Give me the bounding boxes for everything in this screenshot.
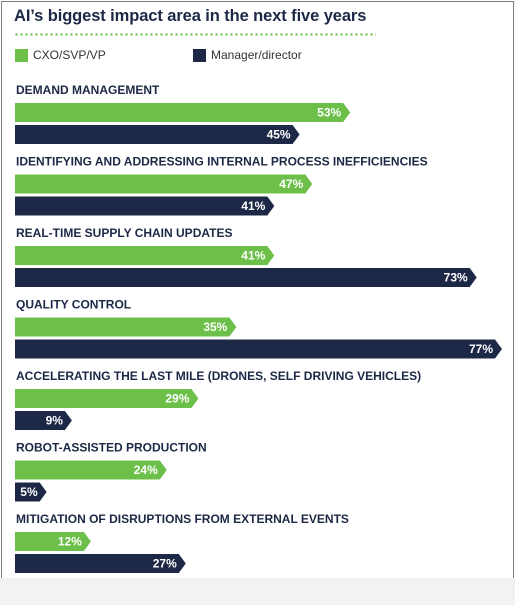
data-label-manager: 27%: [153, 557, 177, 571]
data-label-manager: 45%: [267, 128, 291, 142]
data-label-manager: 41%: [241, 199, 265, 213]
bar-manager: [15, 554, 186, 573]
category-label: MITIGATION OF DISRUPTIONS FROM EXTERNAL …: [16, 512, 349, 526]
data-label-cxo: 53%: [317, 106, 341, 120]
data-label-cxo: 35%: [203, 320, 227, 334]
category-label: REAL-TIME SUPPLY CHAIN UPDATES: [16, 226, 232, 240]
bar-cxo: [15, 103, 351, 122]
category-label: ACCELERATING THE LAST MILE (DRONES, SELF…: [16, 369, 421, 383]
bar-manager: [15, 339, 502, 359]
bar-manager: [15, 196, 275, 216]
bar-cxo: [15, 389, 199, 408]
bar-manager: [15, 125, 300, 144]
legend-item-cxo: CXO/SVP/VP: [15, 48, 106, 62]
legend-swatch-cxo: [15, 48, 28, 62]
data-label-cxo: 47%: [279, 177, 303, 191]
category-label: IDENTIFYING AND ADDRESSING INTERNAL PROC…: [16, 155, 428, 169]
title-dotted-rule: [14, 33, 376, 36]
legend-swatch-manager: [193, 48, 206, 62]
data-label-manager: 9%: [46, 414, 64, 428]
bar-cxo: [15, 460, 167, 480]
bar-cxo: [15, 317, 237, 337]
category-label: ROBOT-ASSISTED PRODUCTION: [16, 441, 207, 455]
chart-title: AI’s biggest impact area in the next fiv…: [14, 7, 367, 25]
bar-manager: [15, 482, 47, 502]
bar-cxo: [15, 532, 91, 551]
legend-label-manager: Manager/director: [211, 48, 302, 62]
bar-manager: [15, 268, 477, 287]
legend-label-cxo: CXO/SVP/VP: [33, 48, 106, 62]
data-label-manager: 77%: [469, 342, 493, 356]
legend-item-manager: Manager/director: [193, 48, 302, 62]
bottom-band: [0, 578, 515, 605]
legend: CXO/SVP/VP Manager/director: [0, 48, 515, 64]
data-label-cxo: 24%: [134, 463, 158, 477]
data-label-cxo: 41%: [241, 249, 265, 263]
data-label-manager: 73%: [444, 271, 468, 285]
bar-cxo: [15, 246, 275, 265]
data-label-manager: 5%: [20, 485, 38, 499]
data-label-cxo: 29%: [165, 392, 189, 406]
category-label: QUALITY CONTROL: [16, 298, 131, 312]
bar-manager: [15, 411, 72, 430]
bar-cxo: [15, 174, 313, 194]
category-label: DEMAND MANAGEMENT: [16, 83, 160, 97]
data-label-cxo: 12%: [58, 535, 82, 549]
